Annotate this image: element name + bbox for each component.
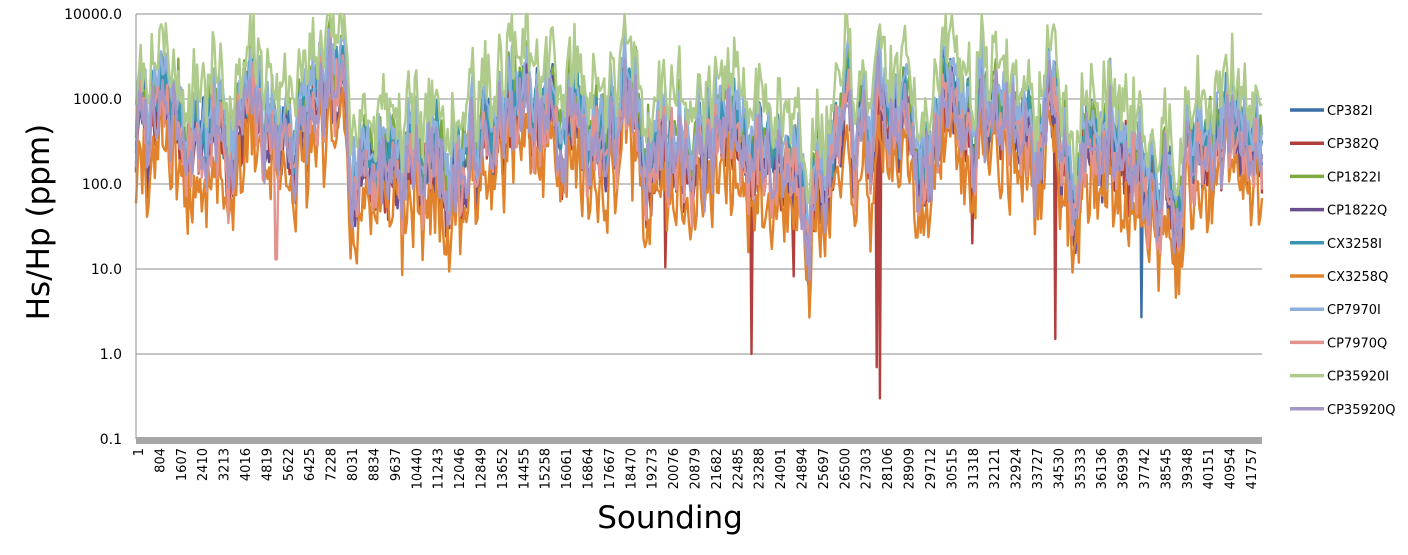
series-line-cx3258q xyxy=(134,79,1264,319)
x-tick-label: 24894 xyxy=(796,448,811,489)
x-tick-label: 25697 xyxy=(817,448,832,489)
legend: CP382I CP382Q CP1822I CP1822Q CX3258I CX3258Q… xyxy=(1290,104,1396,418)
x-tick-label: 1 xyxy=(132,448,147,456)
x-tick-label: 32121 xyxy=(988,448,1003,489)
x-tick-label: 8031 xyxy=(346,448,361,481)
x-tick-label: 26500 xyxy=(838,448,853,489)
x-tick-label: 20879 xyxy=(689,448,704,489)
x-tick-label: 22485 xyxy=(731,448,746,489)
x-tick-label: 17667 xyxy=(603,448,618,489)
x-tick-label: 7228 xyxy=(325,448,340,481)
x-tick-label: 13652 xyxy=(496,448,511,489)
x-tick-label: 40151 xyxy=(1202,448,1217,489)
x-tick-label: 31318 xyxy=(967,448,982,489)
y-tick-labels: 0.1 1.0 10.0 100.0 1000.0 10000.0 xyxy=(64,7,122,448)
y-tick-label: 100.0 xyxy=(82,177,122,193)
axes xyxy=(135,14,1262,444)
x-tick-label: 28909 xyxy=(903,448,918,489)
y-tick-label: 1.0 xyxy=(100,347,122,363)
y-tick-label: 1000.0 xyxy=(73,92,122,108)
x-tick-label: 41757 xyxy=(1245,448,1260,489)
x-axis-title: Sounding xyxy=(597,500,743,536)
y-tick-label: 10000.0 xyxy=(64,7,122,23)
y-tick-label: 10.0 xyxy=(91,262,122,278)
x-tick-label: 2410 xyxy=(196,448,211,481)
x-tick-label: 4819 xyxy=(260,448,275,481)
x-tick-label: 19273 xyxy=(646,448,661,489)
legend-label-cp35920q: CP35920Q xyxy=(1327,403,1396,418)
y-axis-title: Hs/Hp (ppm) xyxy=(21,124,57,321)
x-tick-label: 12046 xyxy=(453,448,468,489)
legend-label-cx3258q: CX3258Q xyxy=(1327,270,1388,285)
x-tick-label: 30515 xyxy=(945,448,960,489)
series-line-cp35920q xyxy=(134,38,1264,282)
x-tick-label: 36939 xyxy=(1117,448,1132,489)
x-tick-label: 34530 xyxy=(1052,448,1067,489)
x-tick-label: 35333 xyxy=(1074,448,1089,489)
x-tick-label: 6425 xyxy=(303,448,318,481)
x-tick-label: 16061 xyxy=(560,448,575,489)
x-tick-label: 20076 xyxy=(667,448,682,489)
x-tick-label: 24091 xyxy=(774,448,789,489)
x-tick-label: 4016 xyxy=(239,448,254,481)
x-tick-label: 40954 xyxy=(1224,448,1239,489)
y-tick-label: 0.1 xyxy=(100,432,122,448)
x-tick-label: 23288 xyxy=(753,448,768,489)
x-tick-label: 28106 xyxy=(881,448,896,489)
x-tick-label: 14455 xyxy=(517,448,532,489)
legend-label-cp382q: CP382Q xyxy=(1327,137,1379,152)
series-line-cp35920i xyxy=(134,12,1263,205)
x-tick-label: 8834 xyxy=(367,448,382,481)
legend-label-cx3258i: CX3258I xyxy=(1327,237,1382,252)
x-tick-label: 11243 xyxy=(432,448,447,489)
legend-label-cp382i: CP382I xyxy=(1327,104,1373,119)
x-tick-label: 10440 xyxy=(410,448,425,489)
x-tick-label: 9637 xyxy=(389,448,404,481)
x-tick-label: 32924 xyxy=(1010,448,1025,489)
x-tick-label: 21682 xyxy=(710,448,725,489)
x-tick-label: 39348 xyxy=(1181,448,1196,489)
series-lines xyxy=(134,12,1264,400)
x-tick-label: 36136 xyxy=(1095,448,1110,489)
x-tick-label: 804 xyxy=(153,448,168,473)
legend-label-cp7970q: CP7970Q xyxy=(1327,336,1387,351)
x-tick-label: 5622 xyxy=(282,448,297,481)
legend-label-cp1822q: CP1822Q xyxy=(1327,204,1387,219)
x-tick-label: 37742 xyxy=(1138,448,1153,489)
x-axis-bar xyxy=(136,437,1262,444)
x-tick-labels: 1 804 1607 2410 3213 4016 4819 5622 6425 7228 8031… xyxy=(132,448,1260,489)
legend-label-cp35920i: CP35920I xyxy=(1327,370,1389,385)
x-tick-label: 29712 xyxy=(924,448,939,489)
x-tick-label: 38545 xyxy=(1159,448,1174,489)
x-tick-label: 33727 xyxy=(1031,448,1046,489)
legend-label-cp1822i: CP1822I xyxy=(1327,170,1381,185)
x-tick-label: 1607 xyxy=(175,448,190,481)
x-tick-label: 27303 xyxy=(860,448,875,489)
x-tick-label: 16864 xyxy=(581,448,596,489)
x-tick-label: 15258 xyxy=(539,448,554,489)
legend-label-cp7970i: CP7970I xyxy=(1327,303,1381,318)
x-tick-label: 18470 xyxy=(624,448,639,489)
x-tick-label: 12849 xyxy=(474,448,489,489)
x-tick-label: 3213 xyxy=(218,448,233,481)
